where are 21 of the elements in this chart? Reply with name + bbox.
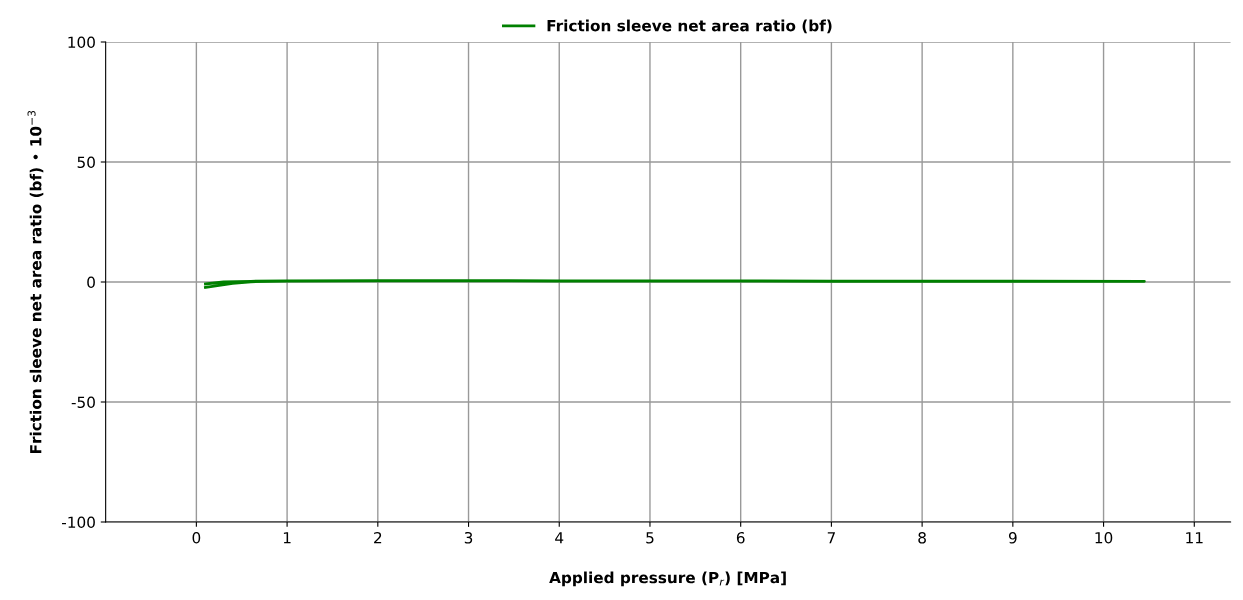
legend-label: Friction sleeve net area ratio (bf) — [547, 19, 832, 34]
x-tick-label: 10 — [1095, 531, 1113, 544]
x-tick-label: 7 — [827, 532, 835, 544]
x-tick-label: 3 — [464, 531, 473, 544]
y-tick-label: 100 — [68, 36, 95, 49]
y-tick-label: -100 — [62, 516, 95, 529]
x-tick-label: 5 — [646, 532, 654, 544]
x-tick-label: 8 — [918, 531, 926, 544]
x-tick-label: 2 — [374, 531, 382, 544]
y-tick-label: 0 — [87, 276, 95, 289]
x-tick-label: 11 — [1186, 532, 1203, 544]
x-tick-label: 4 — [555, 532, 564, 544]
y-tick-label: -50 — [71, 396, 95, 409]
y-tick-label: 50 — [77, 156, 95, 169]
x-axis-title: Applied pressure (P$_{r}$) [MPa] — [549, 571, 786, 587]
line-series — [204, 279, 1146, 289]
x-tick-label: 9 — [1008, 531, 1017, 544]
x-tick-label: 6 — [736, 531, 745, 544]
x-tick-label: 0 — [192, 531, 201, 544]
y-axis-title: Friction sleeve net area ratio (bf) • 10$^{−3}$ — [27, 110, 44, 454]
x-tick-label: 1 — [283, 532, 291, 544]
